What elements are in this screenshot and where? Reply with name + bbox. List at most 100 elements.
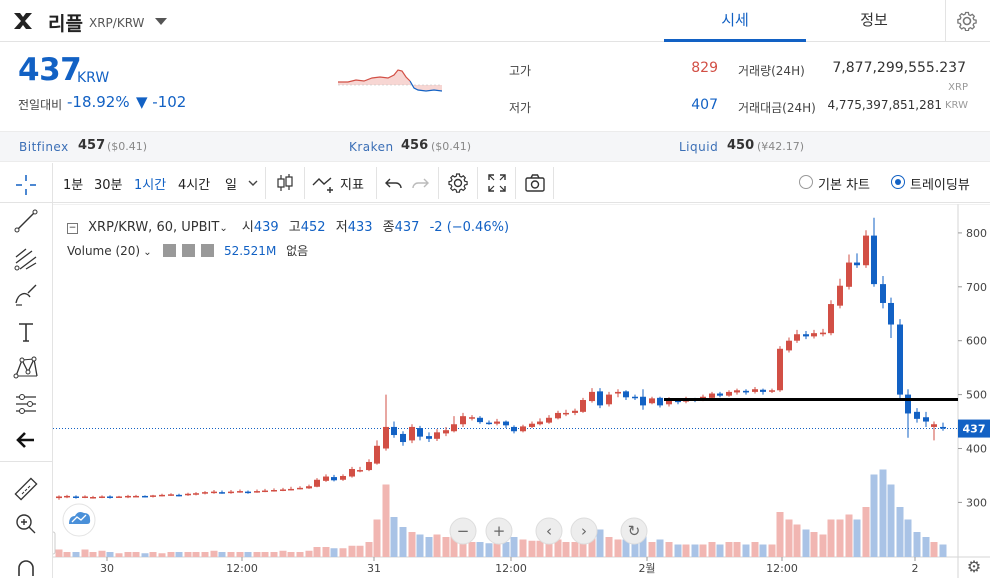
scroll-right-button-label[interactable]: › <box>581 522 587 540</box>
volume-indicator-label[interactable]: Volume (20) <box>67 244 141 258</box>
interval-dropdown-icon[interactable] <box>245 171 261 195</box>
zoom-out-button[interactable] <box>449 517 477 545</box>
xrp-logo-icon <box>14 13 32 29</box>
volume-bar <box>665 542 673 557</box>
candlestick-chart-svg[interactable]: 300 400 500 600 700 800 30 12:00 31 12:00 2월 12:00 2… <box>46 203 990 578</box>
volume-bar <box>596 529 604 557</box>
volume-bar <box>759 544 767 557</box>
magnet-icon[interactable] <box>12 556 40 578</box>
volume-bar <box>913 532 921 557</box>
indicators-icon[interactable] <box>311 171 339 195</box>
candle-style-icon[interactable] <box>273 171 297 195</box>
indicator-settings-icon[interactable] <box>182 244 196 257</box>
legend-low-label: 저 <box>335 220 348 235</box>
volume-bar <box>399 527 407 557</box>
indicator-remove-icon[interactable] <box>201 244 215 257</box>
volume-unit: XRP <box>948 82 968 93</box>
fib-tool-icon[interactable] <box>12 245 40 273</box>
indicators-button[interactable]: 지표 <box>340 178 364 193</box>
candle-body <box>219 492 225 494</box>
volume-bar <box>210 550 218 557</box>
text-tool-icon[interactable] <box>12 318 40 346</box>
volume-bar <box>751 542 759 557</box>
high-value: 829 <box>691 60 718 76</box>
price-chart[interactable]: 300 400 500 600 700 800 30 12:00 31 12:00 2월 12:00 2… <box>46 203 990 578</box>
candle-body <box>193 493 199 495</box>
candle-body <box>417 428 423 437</box>
tradingview-radio[interactable] <box>891 175 905 189</box>
prediction-tool-icon[interactable] <box>12 390 40 418</box>
candle-body <box>211 491 217 494</box>
volume-bar <box>365 542 373 557</box>
volume-bar <box>236 552 244 557</box>
interval-1m[interactable]: 1분 <box>63 178 84 193</box>
coin-dropdown-caret-icon[interactable] <box>155 18 167 25</box>
volume-bar <box>132 552 140 557</box>
volume-bar <box>579 532 587 557</box>
candle-body <box>409 426 415 441</box>
exchange-name[interactable]: Bitfinex <box>19 140 69 154</box>
basic-chart-label[interactable]: 기본 차트 <box>818 178 870 193</box>
reset-chart-button[interactable] <box>620 517 648 545</box>
candle-body <box>237 491 243 493</box>
tab-info[interactable]: 정보 <box>860 11 888 29</box>
legend-high-label: 고 <box>288 220 301 235</box>
chart-settings-icon[interactable] <box>446 171 470 195</box>
volume-bar <box>588 527 596 557</box>
basic-chart-radio[interactable] <box>799 175 813 189</box>
volume-label: 거래량(24H) <box>738 64 805 78</box>
volume-bar <box>510 537 518 557</box>
exchange-name[interactable]: Liquid <box>679 140 719 154</box>
legend-symbol[interactable]: XRP/KRW, 60, UPBIT <box>88 220 220 235</box>
indicator-visibility-icon[interactable] <box>163 244 177 257</box>
interval-1h[interactable]: 1시간 <box>134 178 167 193</box>
legend-collapse-icon[interactable]: − <box>67 223 78 234</box>
candle-body <box>615 391 621 394</box>
volume-value: 52.521M <box>223 244 277 258</box>
candle-body <box>383 426 389 449</box>
zoom-in-button[interactable] <box>485 517 513 545</box>
redo-icon[interactable] <box>408 171 432 195</box>
candle-body <box>460 416 466 425</box>
candle-body <box>511 426 517 432</box>
scroll-left-button-label[interactable]: ‹ <box>546 522 552 540</box>
screenshot-camera-icon[interactable] <box>523 171 547 195</box>
trend-line-icon[interactable] <box>12 207 40 235</box>
chart-toolbar: 1분 30분 1시간 4시간 일 지표 <box>0 163 990 203</box>
volume-bar <box>862 507 870 557</box>
crosshair-icon[interactable] <box>12 171 40 199</box>
reset-chart-button-label[interactable]: ↻ <box>628 522 641 540</box>
back-arrow-icon[interactable] <box>12 426 40 454</box>
volume-bar <box>184 552 192 557</box>
ruler-icon[interactable] <box>12 475 40 503</box>
candle-body <box>606 394 612 405</box>
zoom-out-button-label[interactable]: − <box>457 522 470 540</box>
axis-settings-gear-icon[interactable]: ⚙ <box>967 557 981 576</box>
scroll-left-button[interactable] <box>535 517 563 545</box>
brush-icon[interactable] <box>12 281 40 309</box>
settings-gear-icon[interactable] <box>957 11 977 31</box>
scroll-right-button[interactable] <box>570 517 598 545</box>
x-tick-label: 2 <box>912 562 919 575</box>
pattern-tool-icon[interactable] <box>12 354 40 382</box>
volume-bar <box>296 552 304 557</box>
interval-4h[interactable]: 4시간 <box>178 178 211 193</box>
volume-bar <box>433 534 441 557</box>
zoom-in-button-label[interactable]: + <box>493 522 506 540</box>
zoom-in-icon[interactable] <box>12 510 40 538</box>
interval-30m[interactable]: 30분 <box>94 178 123 193</box>
fullscreen-icon[interactable] <box>485 171 509 195</box>
tradingview-label[interactable]: 트레이딩뷰 <box>910 178 970 193</box>
candle-body <box>675 399 681 403</box>
candle-body <box>400 433 406 443</box>
undo-icon[interactable] <box>382 171 406 195</box>
exchange-name[interactable]: Kraken <box>349 140 394 154</box>
current-price: 437 <box>18 52 82 88</box>
header: 리플 XRP/KRW 시세 정보 <box>0 0 990 42</box>
sidebar-collapse-handle[interactable] <box>46 531 56 555</box>
interval-1d[interactable]: 일 <box>225 178 237 193</box>
candle-body <box>529 423 535 427</box>
tab-price[interactable]: 시세 <box>664 0 806 42</box>
volume-bar <box>442 537 450 557</box>
volume-bar <box>502 542 510 557</box>
